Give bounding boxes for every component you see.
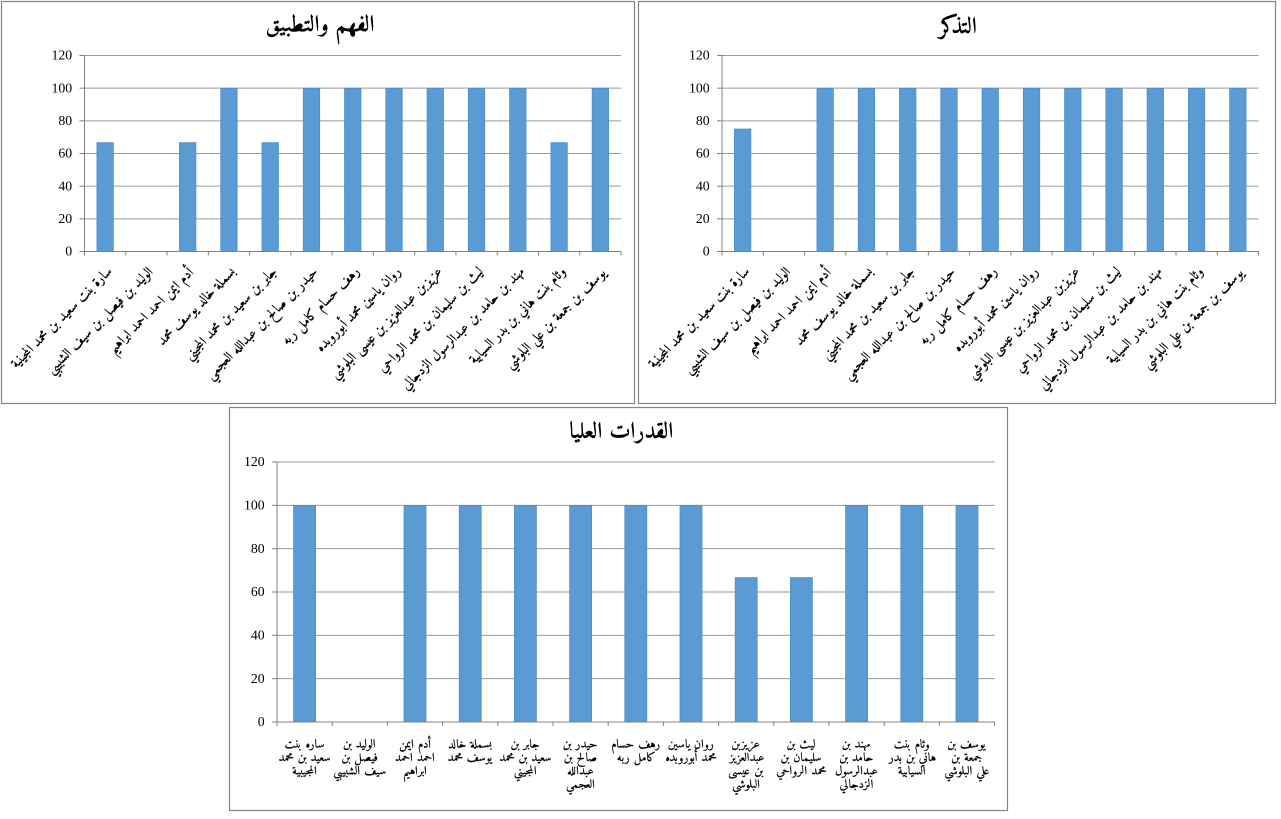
svg-text:0: 0 xyxy=(703,244,710,259)
svg-text:60: 60 xyxy=(251,584,265,599)
svg-text:80: 80 xyxy=(696,113,710,128)
svg-text:0: 0 xyxy=(258,714,265,729)
svg-text:100: 100 xyxy=(689,80,710,95)
svg-text:60: 60 xyxy=(58,146,72,161)
svg-text:120: 120 xyxy=(51,48,72,63)
svg-text:20: 20 xyxy=(696,211,710,226)
svg-text:40: 40 xyxy=(58,178,72,193)
svg-text:60: 60 xyxy=(696,146,710,161)
svg-text:100: 100 xyxy=(244,498,265,513)
svg-text:40: 40 xyxy=(251,628,265,643)
svg-text:80: 80 xyxy=(251,541,265,556)
svg-text:20: 20 xyxy=(58,211,72,226)
svg-text:120: 120 xyxy=(689,48,710,63)
svg-text:40: 40 xyxy=(696,178,710,193)
svg-text:20: 20 xyxy=(251,671,265,686)
svg-text:0: 0 xyxy=(65,244,72,259)
svg-text:80: 80 xyxy=(58,113,72,128)
svg-text:100: 100 xyxy=(51,80,72,95)
svg-text:120: 120 xyxy=(244,454,265,469)
